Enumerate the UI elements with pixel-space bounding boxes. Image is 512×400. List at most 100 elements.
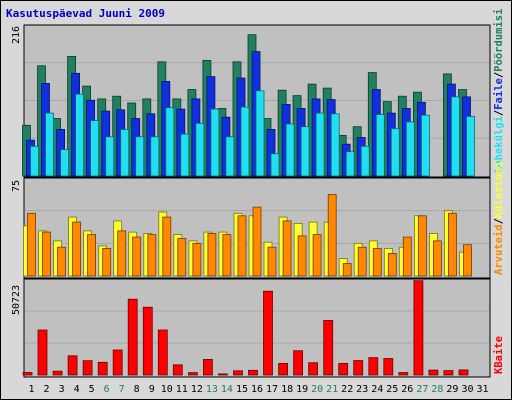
chart-title: Kasutuspäevad Juuni 2009 — [6, 7, 165, 20]
x-tick-day-9: 9 — [149, 384, 155, 395]
bar-top-Lehekülgi-29 — [450, 96, 460, 177]
x-tick-day-3: 3 — [59, 384, 65, 395]
bar-middle-Arvuteid-30 — [463, 244, 472, 277]
bar-top-Lehekülgi-30 — [466, 116, 475, 177]
bar-top-Lehekülgi-22 — [345, 151, 355, 177]
bar-bottom-KBaite-2 — [37, 329, 48, 376]
bar-bottom-KBaite-20 — [308, 362, 319, 376]
bar-middle-Arvuteid-24 — [372, 247, 382, 277]
bar-middle-Arvuteid-25 — [387, 252, 397, 277]
x-tick-day-25: 25 — [386, 384, 398, 395]
bar-middle-Arvuteid-12 — [192, 242, 202, 277]
bar-top-Lehekülgi-15 — [240, 106, 250, 177]
legend-entry-Külastusi: Külastusi — [493, 161, 505, 218]
bar-middle-Arvuteid-22 — [342, 263, 352, 277]
bar-bottom-KBaite-5 — [82, 360, 93, 376]
bar-top-Lehekülgi-9 — [150, 136, 160, 177]
bar-middle-Arvuteid-18 — [282, 220, 292, 277]
bar-top-Lehekülgi-19 — [300, 126, 310, 177]
bar-bottom-KBaite-7 — [112, 349, 123, 376]
bar-top-Lehekülgi-6 — [105, 136, 115, 177]
x-tick-day-10: 10 — [161, 384, 173, 395]
bar-top-Lehekülgi-7 — [120, 128, 130, 177]
bar-top-Lehekülgi-8 — [135, 136, 145, 177]
bar-middle-Arvuteid-26 — [402, 236, 412, 277]
x-tick-day-8: 8 — [134, 384, 140, 395]
bar-bottom-KBaite-30 — [458, 369, 469, 376]
x-tick-day-1: 1 — [28, 384, 34, 395]
x-tick-day-31: 31 — [476, 384, 488, 395]
bar-middle-Arvuteid-8 — [132, 236, 142, 277]
bar-middle-Arvuteid-15 — [237, 215, 247, 277]
bar-middle-Arvuteid-11 — [177, 237, 187, 277]
bar-bottom-KBaite-19 — [293, 350, 304, 376]
x-tick-day-16: 16 — [251, 384, 263, 395]
x-tick-day-2: 2 — [43, 384, 49, 395]
bar-middle-Arvuteid-1 — [27, 212, 36, 277]
bar-top-Lehekülgi-23 — [360, 145, 370, 177]
bar-middle-Arvuteid-21 — [327, 194, 337, 277]
bar-bottom-KBaite-21 — [323, 319, 334, 376]
bar-top-Lehekülgi-17 — [270, 153, 280, 177]
bar-top-Lehekülgi-16 — [255, 90, 265, 177]
bar-middle-Arvuteid-2 — [42, 231, 51, 277]
x-tick-day-5: 5 — [89, 384, 95, 395]
bar-top-Lehekülgi-18 — [285, 123, 295, 177]
bar-middle-Arvuteid-9 — [147, 234, 157, 277]
bottom-ymax-label: 50723 — [11, 285, 22, 315]
x-tick-day-22: 22 — [341, 384, 353, 395]
legend-entry-KBaite: KBaite — [493, 336, 505, 374]
bar-top-Lehekülgi-4 — [75, 93, 84, 177]
x-tick-day-21: 21 — [326, 384, 338, 395]
bar-middle-Arvuteid-16 — [252, 206, 262, 277]
x-tick-day-13: 13 — [206, 384, 218, 395]
bar-bottom-KBaite-22 — [338, 362, 349, 376]
bar-bottom-KBaite-25 — [383, 358, 394, 376]
bar-middle-Arvuteid-17 — [267, 246, 277, 277]
x-tick-day-26: 26 — [401, 384, 413, 395]
bar-top-Lehekülgi-20 — [315, 112, 325, 177]
x-tick-day-24: 24 — [371, 384, 383, 395]
bar-middle-Arvuteid-7 — [117, 230, 127, 277]
legend-KBaite: KBaite — [493, 336, 505, 374]
bar-middle-Arvuteid-19 — [297, 235, 307, 277]
bar-top-Lehekülgi-3 — [60, 149, 69, 177]
legend-entry-Pöördumisi: Pöördumisi — [493, 9, 505, 72]
bar-bottom-KBaite-23 — [353, 360, 364, 376]
bar-middle-Arvuteid-6 — [102, 247, 112, 277]
x-tick-day-15: 15 — [236, 384, 248, 395]
x-tick-day-4: 4 — [74, 384, 80, 395]
bar-bottom-KBaite-28 — [428, 369, 439, 376]
x-tick-day-27: 27 — [416, 384, 428, 395]
bar-middle-Arvuteid-29 — [447, 212, 457, 277]
panel-bottom — [23, 278, 491, 378]
bar-bottom-KBaite-14 — [217, 373, 228, 376]
bar-top-Lehekülgi-24 — [375, 114, 385, 177]
bar-bottom-KBaite-11 — [172, 364, 183, 376]
bar-top-Lehekülgi-13 — [210, 108, 220, 177]
legend-entry-Faile: Faile — [493, 78, 505, 110]
bar-bottom-KBaite-17 — [263, 290, 273, 376]
bar-top-Lehekülgi-14 — [225, 136, 235, 177]
bar-middle-Arvuteid-3 — [57, 246, 66, 277]
legend-entry-Arvuteid: Arvuteid — [493, 224, 505, 275]
bar-middle-Arvuteid-5 — [87, 234, 96, 277]
bar-top-Lehekülgi-11 — [180, 133, 190, 177]
bar-middle-Arvuteid-10 — [162, 216, 172, 277]
bar-bottom-KBaite-16 — [248, 369, 258, 376]
bar-bottom-KBaite-27 — [413, 280, 424, 376]
bar-bottom-KBaite-6 — [97, 361, 108, 376]
x-tick-day-28: 28 — [431, 384, 443, 395]
bar-bottom-KBaite-9 — [142, 306, 153, 376]
bar-middle-Arvuteid-23 — [357, 246, 367, 277]
bar-top-Lehekülgi-21 — [330, 113, 340, 177]
middle-ymax-label: 75 — [11, 180, 22, 192]
bar-bottom-KBaite-8 — [127, 298, 138, 376]
top-ymax-label: 216 — [11, 26, 22, 44]
bar-middle-Arvuteid-4 — [72, 221, 81, 277]
bar-bottom-KBaite-4 — [67, 355, 78, 376]
bar-bottom-KBaite-12 — [187, 372, 198, 376]
bar-middle-Arvuteid-14 — [222, 234, 232, 277]
x-tick-day-29: 29 — [446, 384, 458, 395]
